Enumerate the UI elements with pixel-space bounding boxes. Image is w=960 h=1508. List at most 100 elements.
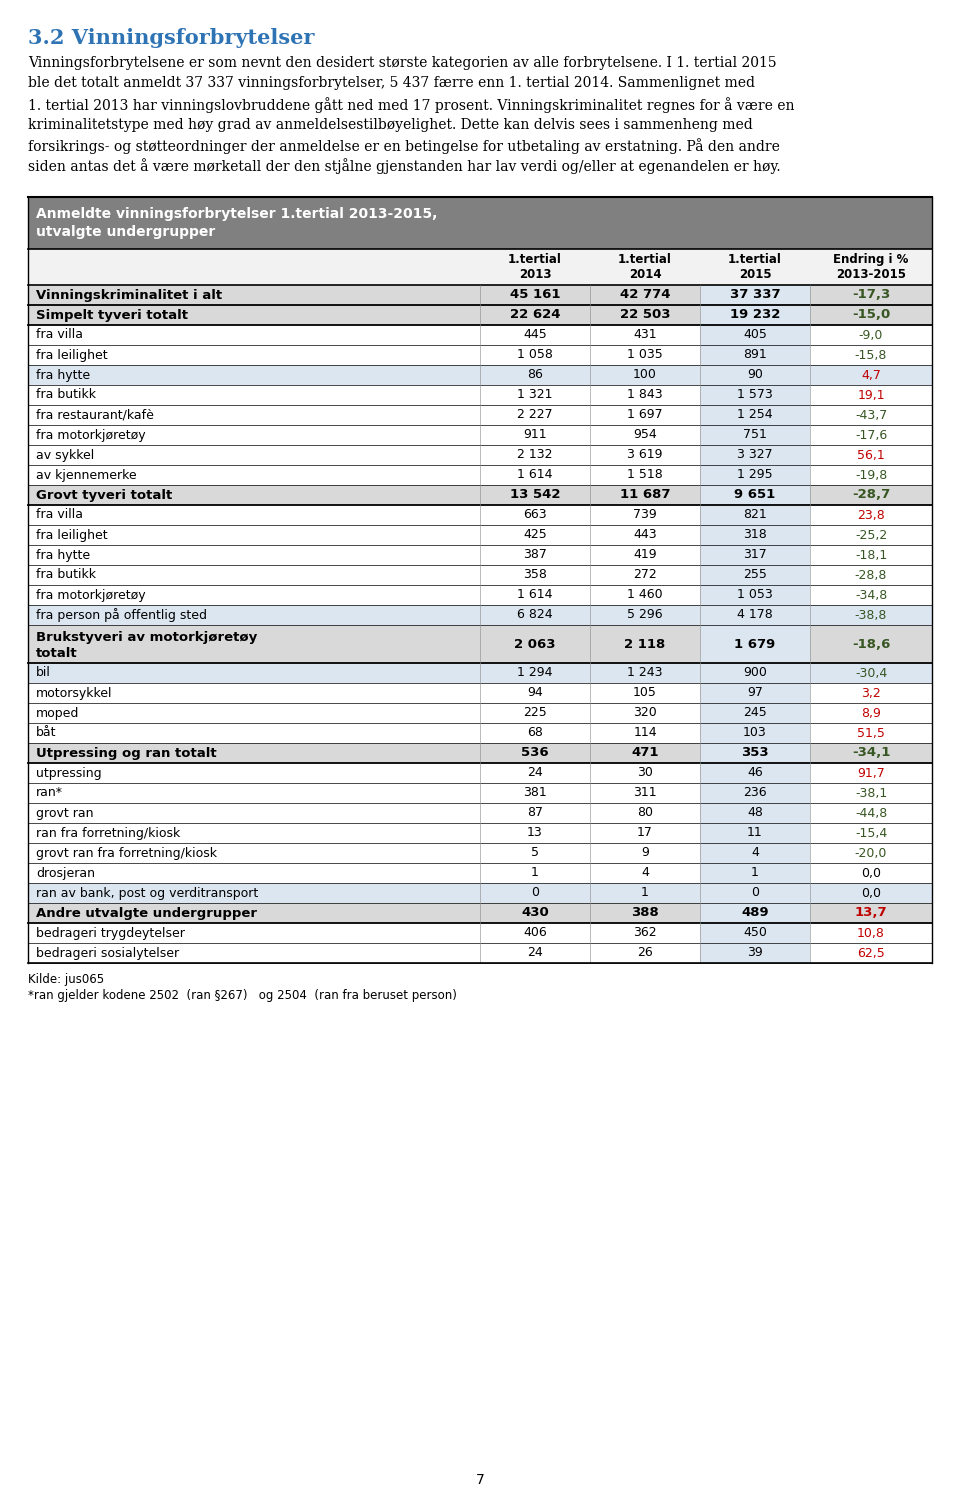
Bar [28,365,932,385]
Text: 3 619: 3 619 [627,448,662,461]
Text: 114: 114 [634,727,657,739]
Text: 94: 94 [527,686,542,700]
Text: 45 161: 45 161 [510,288,561,302]
Text: 1 679: 1 679 [734,638,776,650]
Text: 739: 739 [634,508,657,522]
Text: 358: 358 [523,569,547,582]
Text: 1 460: 1 460 [627,588,662,602]
Bar [28,249,932,285]
Text: 46: 46 [747,766,763,780]
Bar [700,566,810,585]
Text: 663: 663 [523,508,547,522]
Bar [28,525,932,544]
Text: 4: 4 [751,846,759,860]
Text: forsikrings- og støtteordninger der anmeldelse er en betingelse for utbetaling a: forsikrings- og støtteordninger der anme… [28,139,780,154]
Text: 6 824: 6 824 [517,609,553,621]
Text: 1 243: 1 243 [627,667,662,680]
Text: fra restaurant/kafè: fra restaurant/kafè [36,409,154,422]
Text: 4,7: 4,7 [861,368,881,382]
Bar [28,763,932,783]
Bar [700,585,810,605]
Text: 0: 0 [531,887,539,899]
Text: 225: 225 [523,707,547,719]
Bar [700,703,810,722]
Bar [28,585,932,605]
Text: fra hytte: fra hytte [36,549,90,561]
Text: 1 843: 1 843 [627,389,662,401]
Text: moped: moped [36,707,80,719]
Text: av sykkel: av sykkel [36,448,94,461]
Text: 387: 387 [523,549,547,561]
Text: fra villa: fra villa [36,508,83,522]
Text: 388: 388 [631,906,659,920]
Text: Endring i %
2013-2015: Endring i % 2013-2015 [833,253,909,280]
Text: 272: 272 [634,569,657,582]
Text: Vinningsforbrytelsene er som nevnt den desidert største kategorien av alle forbr: Vinningsforbrytelsene er som nevnt den d… [28,56,777,69]
Text: 445: 445 [523,329,547,341]
Bar [28,445,932,464]
Text: 1: 1 [641,887,649,899]
Bar [700,486,810,505]
Bar [28,605,932,624]
Text: 471: 471 [632,746,659,760]
Text: Vinningskriminalitet i alt: Vinningskriminalitet i alt [36,288,222,302]
Text: 536: 536 [521,746,549,760]
Bar [28,406,932,425]
Text: 430: 430 [521,906,549,920]
Text: -17,3: -17,3 [852,288,890,302]
Text: 320: 320 [634,707,657,719]
Text: 48: 48 [747,807,763,819]
Text: 450: 450 [743,926,767,939]
Text: utpressing: utpressing [36,766,102,780]
Bar [28,783,932,802]
Text: fra hytte: fra hytte [36,368,90,382]
Text: fra villa: fra villa [36,329,83,341]
Text: 5: 5 [531,846,539,860]
Bar [700,425,810,445]
Text: drosjeran: drosjeran [36,867,95,879]
Text: 22 624: 22 624 [510,309,561,321]
Text: 62,5: 62,5 [857,947,885,959]
Text: -34,8: -34,8 [854,588,887,602]
Text: 443: 443 [634,528,657,541]
Text: fra motorkjøretøy: fra motorkjøretøy [36,428,146,442]
Text: fra butikk: fra butikk [36,569,96,582]
Text: -20,0: -20,0 [854,846,887,860]
Bar [700,326,810,345]
Text: 39: 39 [747,947,763,959]
Text: 7: 7 [475,1473,485,1487]
Text: 2 132: 2 132 [517,448,553,461]
Text: 13,7: 13,7 [854,906,887,920]
Text: 24: 24 [527,766,542,780]
Text: 900: 900 [743,667,767,680]
Text: kriminalitetstype med høy grad av anmeldelsestilbøyelighet. Dette kan delvis see: kriminalitetstype med høy grad av anmeld… [28,118,753,131]
Text: 2 063: 2 063 [515,638,556,650]
Text: *ran gjelder kodene 2502  (ran §267)   og 2504  (ran fra beruset person): *ran gjelder kodene 2502 (ran §267) og 2… [28,989,457,1001]
Text: Simpelt tyveri totalt: Simpelt tyveri totalt [36,309,188,321]
Text: 891: 891 [743,348,767,362]
Text: ran av bank, post og verditransport: ran av bank, post og verditransport [36,887,258,899]
Text: 425: 425 [523,528,547,541]
Text: 105: 105 [633,686,657,700]
Text: utvalgte undergrupper: utvalgte undergrupper [36,225,215,238]
Bar [28,743,932,763]
Text: 11: 11 [747,826,763,840]
Text: -17,6: -17,6 [854,428,887,442]
Text: 431: 431 [634,329,657,341]
Text: 100: 100 [633,368,657,382]
Bar [700,544,810,566]
Bar [700,305,810,326]
Text: ran*: ran* [36,787,63,799]
Text: 406: 406 [523,926,547,939]
Text: 1 294: 1 294 [517,667,553,680]
Text: -9,0: -9,0 [859,329,883,341]
Text: -18,1: -18,1 [854,549,887,561]
Bar [28,863,932,884]
Text: fra leilighet: fra leilighet [36,348,108,362]
Text: 9: 9 [641,846,649,860]
Text: 1.tertial
2014: 1.tertial 2014 [618,253,672,280]
Text: 405: 405 [743,329,767,341]
Text: 1: 1 [531,867,539,879]
Text: 24: 24 [527,947,542,959]
Text: 245: 245 [743,707,767,719]
